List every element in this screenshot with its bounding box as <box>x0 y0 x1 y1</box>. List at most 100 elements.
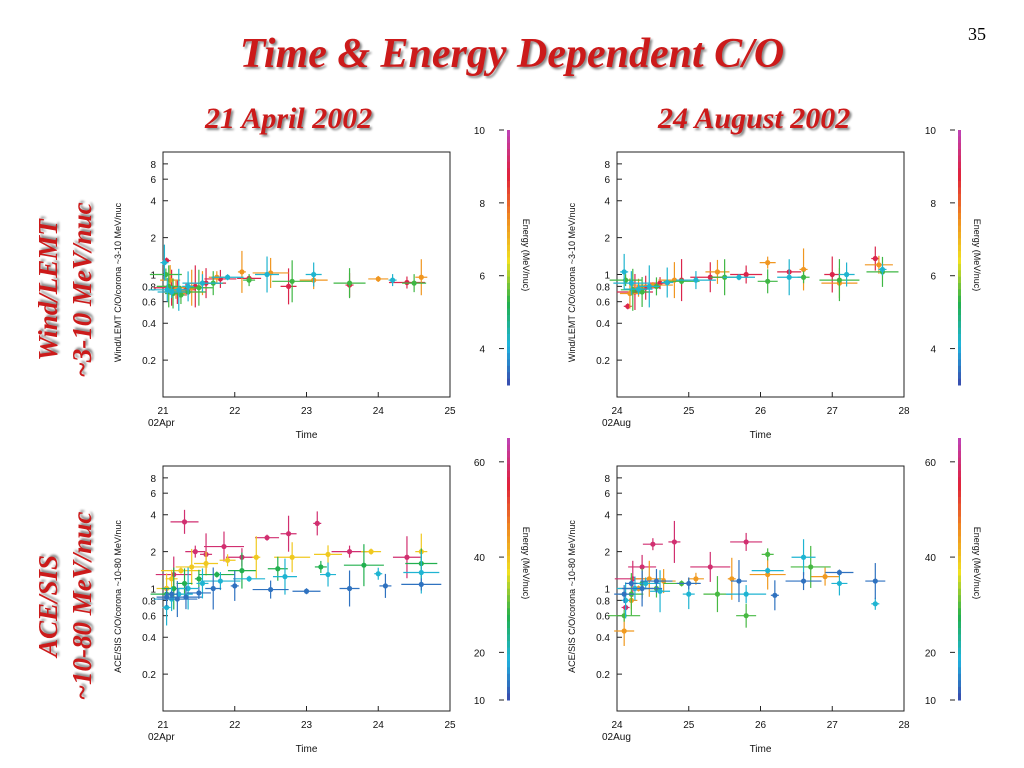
colorbar-segment <box>958 490 961 498</box>
colorbar-segment <box>507 334 510 341</box>
x-tick-label: 22 <box>229 406 241 417</box>
data-point <box>686 580 692 587</box>
colorbar-segment <box>507 372 510 380</box>
x-axis-label: Time <box>750 430 772 441</box>
colorbar-segment <box>507 627 510 635</box>
data-point <box>418 581 424 588</box>
colorbar-segment <box>958 680 961 688</box>
colorbar-segment <box>507 187 510 195</box>
colorbar-segment <box>507 270 510 278</box>
y-tick-label: 6 <box>150 175 156 186</box>
colorbar-tick-label: 60 <box>925 458 937 469</box>
colorbar-segment <box>958 181 961 188</box>
data-point <box>639 564 645 570</box>
colorbar-segment <box>507 155 510 163</box>
colorbar-segment <box>958 595 961 603</box>
colorbar-segment <box>958 536 961 544</box>
x-date-label: 02Apr <box>148 418 175 429</box>
data-point <box>178 292 184 298</box>
colorbar-segment <box>507 457 510 465</box>
y-tick-label: 8 <box>604 474 610 485</box>
colorbar-tick-label: 20 <box>474 648 486 659</box>
data-point <box>171 585 177 592</box>
data-point <box>743 591 749 597</box>
data-point <box>181 519 188 525</box>
data-point <box>418 274 424 280</box>
colorbar-segment <box>507 516 510 524</box>
data-point <box>282 574 288 580</box>
colorbar-segment <box>507 244 510 252</box>
x-axis-label: Time <box>750 744 772 755</box>
y-axis-label: Wind/LEMT C/O/corona ~3-10 MeV/nuc <box>567 202 577 362</box>
colorbar-segment <box>958 359 961 367</box>
y-tick-label: 0.8 <box>142 282 156 293</box>
data-point <box>625 303 631 309</box>
colorbar-tick-label: 6 <box>930 272 936 283</box>
data-point <box>311 271 317 278</box>
data-point <box>872 601 878 607</box>
data-point <box>192 549 198 555</box>
data-point <box>253 554 259 560</box>
colorbar-segment <box>507 542 510 550</box>
data-point <box>800 578 807 584</box>
colorbar-segment <box>507 161 510 169</box>
data-point <box>808 564 814 570</box>
colorbar-label: Energy (MeV/nuc) <box>521 219 531 292</box>
colorbar-segment <box>958 647 961 655</box>
data-point <box>800 266 807 273</box>
y-tick-label: 8 <box>150 474 156 485</box>
y-tick-label: 6 <box>604 489 610 500</box>
x-tick-label: 28 <box>898 406 910 417</box>
colorbar-tick-label: 60 <box>474 458 486 469</box>
colorbar-segment <box>507 206 510 214</box>
data-point <box>203 560 209 567</box>
y-tick-label: 2 <box>150 234 156 245</box>
colorbar-segment <box>958 588 961 596</box>
colorbar-segment <box>958 161 961 169</box>
data-point <box>621 269 627 275</box>
y-tick-label: 0.6 <box>596 298 610 309</box>
x-date-label: 02Aug <box>602 732 631 743</box>
colorbar-segment <box>507 477 510 485</box>
y-tick-label: 2 <box>604 548 610 559</box>
data-point <box>714 269 721 275</box>
data-point <box>829 271 835 278</box>
data-point <box>836 277 843 283</box>
colorbar-segment <box>958 295 961 303</box>
data-point <box>217 578 223 584</box>
y-tick-label: 4 <box>150 511 156 522</box>
x-date-label: 02Aug <box>602 418 631 429</box>
colorbar-segment <box>958 289 961 297</box>
data-point <box>183 594 189 600</box>
data-point <box>714 591 721 597</box>
colorbar-segment <box>958 308 961 316</box>
y-axis-label: ACE/SIS C/O/corona ~10-80 MeV/nuc <box>113 520 123 673</box>
y-tick-label: 0.2 <box>596 670 610 681</box>
y-tick-label: 8 <box>604 160 610 171</box>
x-tick-label: 26 <box>755 406 767 417</box>
data-point <box>161 260 168 266</box>
y-tick-label: 4 <box>604 511 610 522</box>
colorbar-segment <box>958 263 961 271</box>
colorbar-segment <box>958 483 961 491</box>
data-point <box>346 585 353 592</box>
data-point <box>639 585 645 592</box>
data-point <box>736 274 742 280</box>
colorbar-segment <box>507 470 510 478</box>
data-point <box>268 586 274 593</box>
colorbar-segment <box>507 193 510 201</box>
x-axis-label: Time <box>296 430 318 441</box>
y-tick-label: 0.2 <box>142 670 156 681</box>
data-point <box>214 571 220 578</box>
colorbar-segment <box>507 483 510 491</box>
colorbar-label: Energy (MeV/nuc) <box>972 219 982 292</box>
data-point <box>657 588 663 594</box>
y-tick-label: 4 <box>604 197 610 208</box>
data-point <box>743 271 749 278</box>
data-point <box>621 591 627 597</box>
y-tick-label: 6 <box>150 489 156 500</box>
x-tick-label: 24 <box>373 406 385 417</box>
data-point <box>169 576 175 582</box>
data-point <box>224 274 231 280</box>
colorbar-segment <box>507 289 510 297</box>
